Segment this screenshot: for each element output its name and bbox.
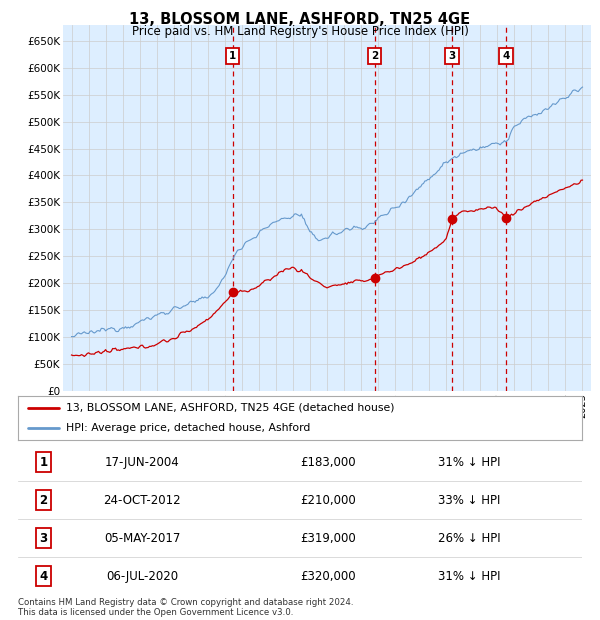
Text: 24-OCT-2012: 24-OCT-2012 — [103, 494, 181, 507]
Text: 3: 3 — [40, 532, 47, 545]
Text: 13, BLOSSOM LANE, ASHFORD, TN25 4GE (detached house): 13, BLOSSOM LANE, ASHFORD, TN25 4GE (det… — [66, 402, 394, 413]
Text: Contains HM Land Registry data © Crown copyright and database right 2024.
This d: Contains HM Land Registry data © Crown c… — [18, 598, 353, 617]
Text: Price paid vs. HM Land Registry's House Price Index (HPI): Price paid vs. HM Land Registry's House … — [131, 25, 469, 38]
Text: £320,000: £320,000 — [301, 570, 356, 583]
Text: 1: 1 — [229, 51, 236, 61]
Text: 4: 4 — [39, 570, 47, 583]
Text: £183,000: £183,000 — [301, 456, 356, 469]
Text: 2: 2 — [371, 51, 379, 61]
Text: 13, BLOSSOM LANE, ASHFORD, TN25 4GE: 13, BLOSSOM LANE, ASHFORD, TN25 4GE — [130, 12, 470, 27]
Text: 05-MAY-2017: 05-MAY-2017 — [104, 532, 180, 545]
Text: 17-JUN-2004: 17-JUN-2004 — [105, 456, 179, 469]
Text: £319,000: £319,000 — [301, 532, 356, 545]
Text: 33% ↓ HPI: 33% ↓ HPI — [438, 494, 500, 507]
Text: 31% ↓ HPI: 31% ↓ HPI — [438, 570, 500, 583]
Text: 31% ↓ HPI: 31% ↓ HPI — [438, 456, 500, 469]
Text: 06-JUL-2020: 06-JUL-2020 — [106, 570, 178, 583]
Text: 1: 1 — [40, 456, 47, 469]
Text: 26% ↓ HPI: 26% ↓ HPI — [438, 532, 500, 545]
Text: HPI: Average price, detached house, Ashford: HPI: Average price, detached house, Ashf… — [66, 423, 310, 433]
Text: 4: 4 — [502, 51, 509, 61]
Text: 3: 3 — [448, 51, 455, 61]
Text: £210,000: £210,000 — [301, 494, 356, 507]
Text: 2: 2 — [40, 494, 47, 507]
